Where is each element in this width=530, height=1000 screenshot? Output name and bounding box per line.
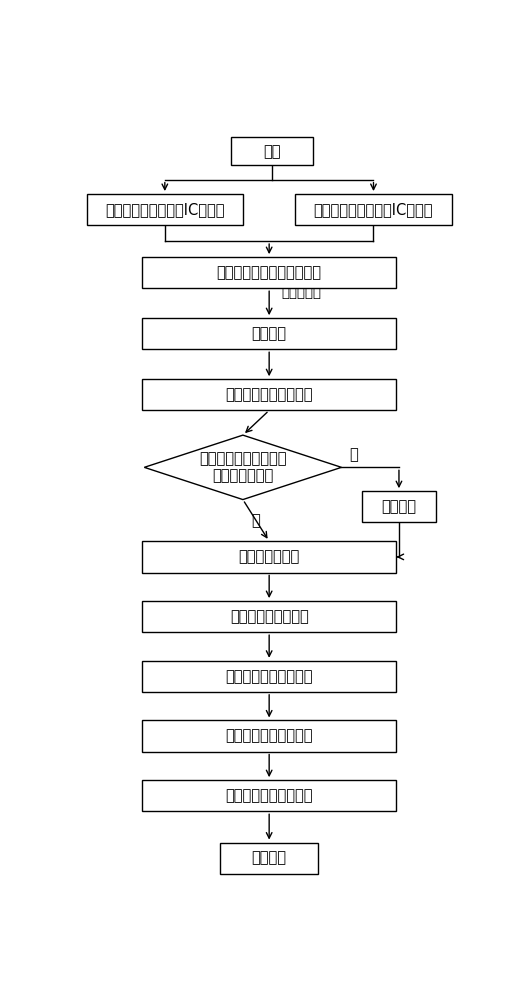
Text: 有效数据库列表: 有效数据库列表 bbox=[238, 549, 300, 564]
Text: 是否满足空间约束条件
与时间约束条件: 是否满足空间约束条件 与时间约束条件 bbox=[199, 451, 287, 484]
Bar bbox=[142, 379, 396, 410]
Bar bbox=[142, 601, 396, 632]
Bar bbox=[142, 780, 396, 811]
Text: 计算换乘平均等车时间: 计算换乘平均等车时间 bbox=[225, 669, 313, 684]
Text: 剔除数据: 剔除数据 bbox=[382, 499, 417, 514]
Text: 开始: 开始 bbox=[263, 144, 280, 159]
Bar bbox=[295, 194, 452, 225]
Text: 基于卡编号: 基于卡编号 bbox=[281, 287, 322, 300]
Text: 计算换乘平均步行时间: 计算换乘平均步行时间 bbox=[225, 728, 313, 744]
Bar bbox=[142, 257, 396, 288]
Text: 否: 否 bbox=[350, 447, 358, 462]
Bar bbox=[231, 137, 313, 165]
Bar bbox=[87, 194, 243, 225]
Bar bbox=[220, 843, 319, 874]
Text: 提取同一工作日地铁IC卡数据: 提取同一工作日地铁IC卡数据 bbox=[105, 202, 225, 217]
Bar bbox=[142, 318, 396, 349]
Text: 提取地铁公交空间毗邻列表: 提取地铁公交空间毗邻列表 bbox=[217, 265, 322, 280]
Text: 计算换乘平均延误时间: 计算换乘平均延误时间 bbox=[225, 788, 313, 803]
Bar bbox=[142, 720, 396, 752]
Polygon shape bbox=[144, 435, 341, 500]
Text: 诊断结论: 诊断结论 bbox=[252, 851, 287, 866]
Text: 数据融合: 数据融合 bbox=[252, 326, 287, 341]
Text: 识别地铁公交换乘数据: 识别地铁公交换乘数据 bbox=[225, 387, 313, 402]
Bar bbox=[142, 541, 396, 573]
Text: 提取同一工作日公交IC卡数据: 提取同一工作日公交IC卡数据 bbox=[314, 202, 433, 217]
Bar bbox=[362, 491, 436, 522]
Text: 是: 是 bbox=[251, 513, 260, 528]
Text: 查找问题换乘数据组: 查找问题换乘数据组 bbox=[230, 609, 308, 624]
Bar bbox=[142, 661, 396, 692]
